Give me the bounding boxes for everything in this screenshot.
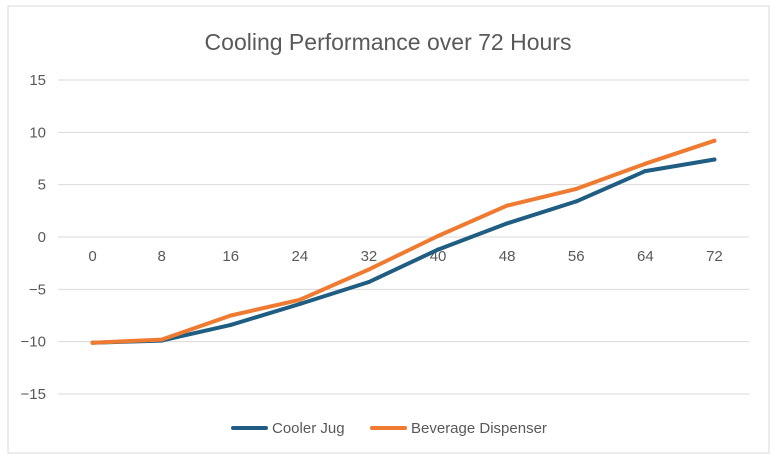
series-lines [90, 138, 717, 345]
x-tick-label: 24 [292, 248, 309, 265]
y-tick-label: 0 [38, 229, 46, 246]
data-point [228, 322, 233, 327]
x-tick-label: 0 [88, 248, 96, 265]
x-tick-label: 16 [222, 248, 239, 265]
x-tick-label: 8 [157, 248, 165, 265]
x-axis-ticks: 0 8 16 24 32 40 48 56 64 72 [88, 248, 722, 265]
data-point [574, 199, 579, 204]
data-point [366, 267, 371, 272]
chart-border [7, 5, 770, 454]
data-point [712, 157, 717, 162]
data-point [574, 186, 579, 191]
data-point [297, 301, 302, 306]
x-tick-label: 72 [706, 248, 723, 265]
x-tick-label: 64 [637, 248, 654, 265]
y-tick-label: −10 [21, 334, 46, 351]
data-point [436, 233, 441, 238]
data-point [159, 337, 164, 342]
data-point [228, 313, 233, 318]
data-point [436, 247, 441, 252]
chart-title: Cooling Performance over 72 Hours [205, 29, 572, 55]
data-point [366, 280, 371, 285]
series-line-cooler-jug [90, 157, 717, 345]
y-tick-label: 5 [38, 177, 46, 194]
legend: Cooler Jug Beverage Dispenser [231, 420, 547, 437]
gridlines [58, 79, 749, 395]
y-tick-label: 15 [29, 72, 46, 89]
y-tick-label: 10 [29, 124, 46, 141]
y-tick-label: −15 [21, 386, 46, 403]
x-tick-label: 56 [568, 248, 585, 265]
x-tick-label: 48 [499, 248, 516, 265]
data-point [712, 138, 717, 143]
y-tick-label: −5 [29, 281, 46, 298]
legend-label: Beverage Dispenser [411, 420, 547, 437]
x-tick-label: 32 [361, 248, 378, 265]
data-point [643, 161, 648, 166]
series-line-beverage-dispenser [90, 138, 717, 345]
y-axis-ticks: 15 10 5 0 −5 −10 −15 [21, 72, 46, 403]
data-point [505, 221, 510, 226]
data-point [90, 340, 95, 345]
data-point [297, 297, 302, 302]
data-point [505, 203, 510, 208]
data-point [643, 169, 648, 174]
legend-label: Cooler Jug [272, 420, 345, 437]
